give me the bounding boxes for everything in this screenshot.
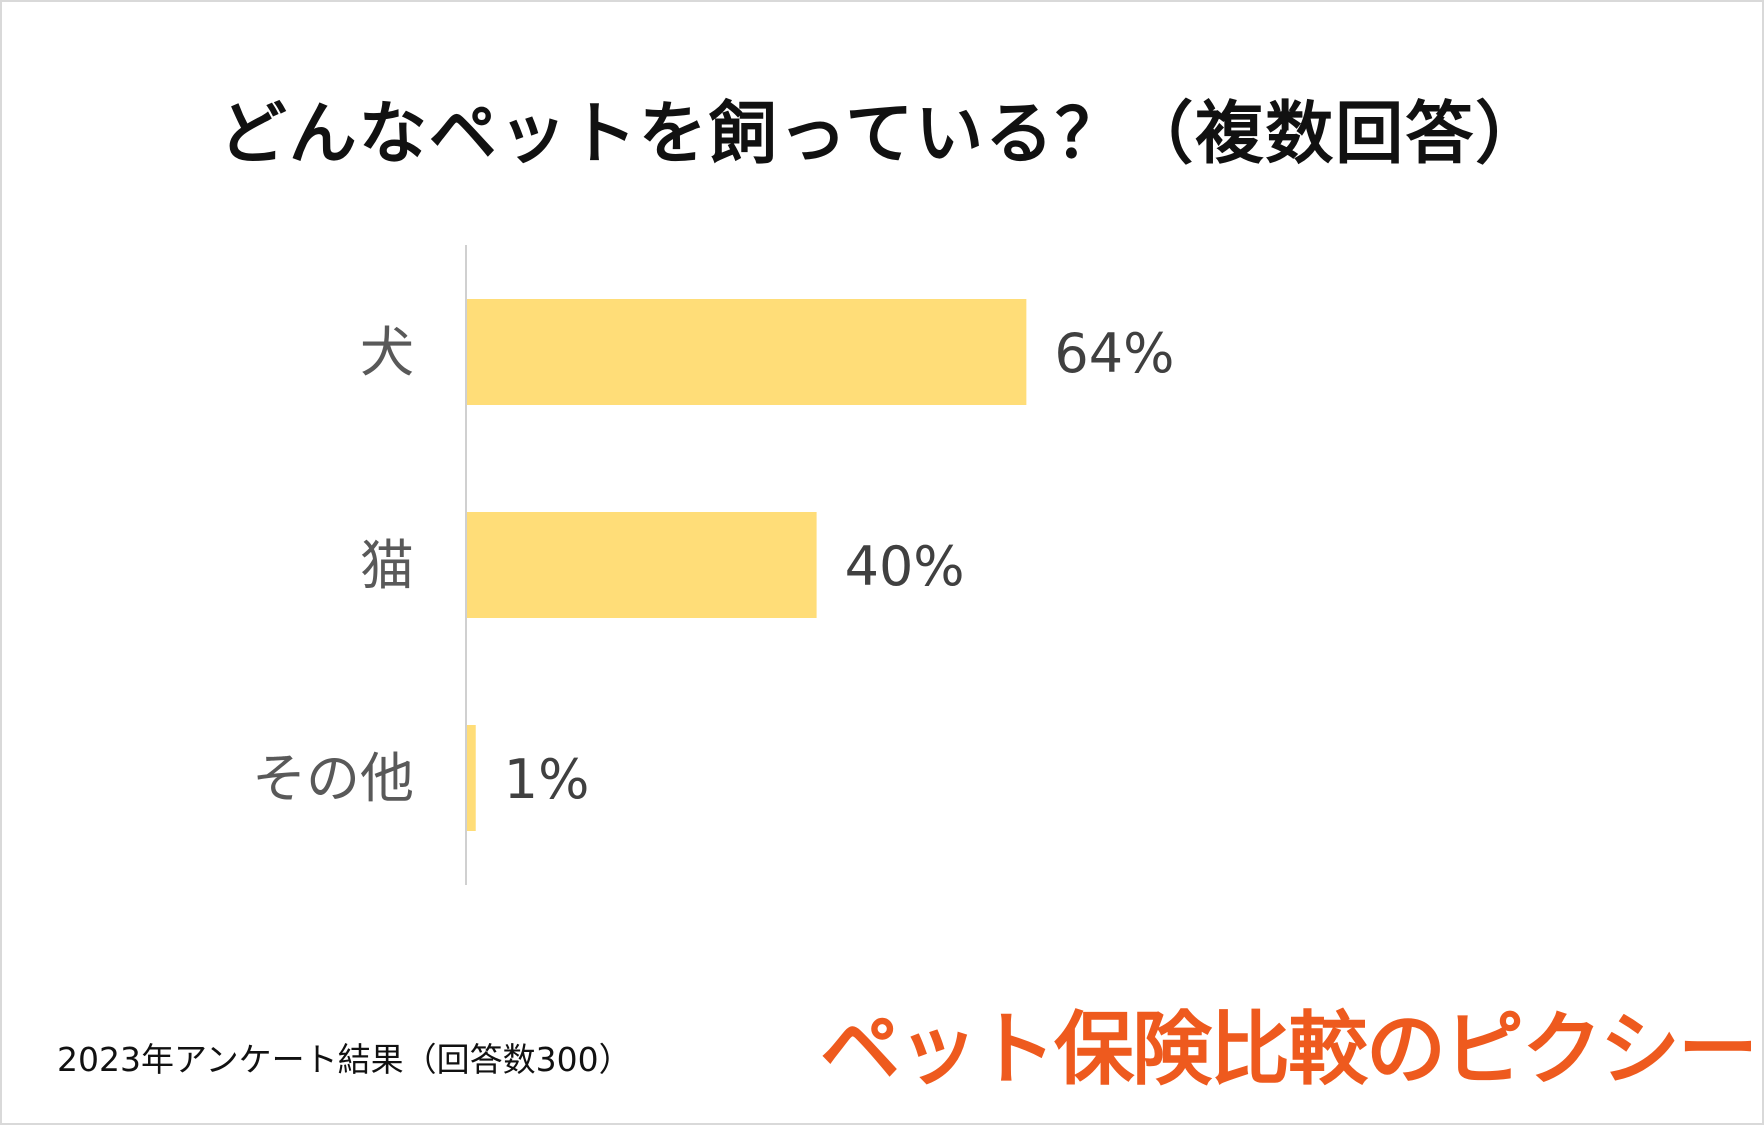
brand-logo: ペット保険比較のピクシー [820, 1003, 1758, 1096]
category-label-0: 犬 [360, 321, 414, 384]
category-label-2: その他 [252, 747, 414, 810]
category-label-1: 猫 [360, 534, 414, 597]
value-label-1: 40% [845, 535, 965, 598]
bar-0 [467, 299, 1027, 405]
value-label-0: 64% [1054, 322, 1174, 385]
value-label-2: 1% [504, 748, 590, 811]
survey-footnote: 2023年アンケート結果（回答数300） [57, 1040, 632, 1079]
chart-title: どんなペットを飼っている？（複数回答） [218, 95, 1546, 174]
bar-2 [467, 725, 476, 831]
bar-1 [467, 512, 817, 618]
